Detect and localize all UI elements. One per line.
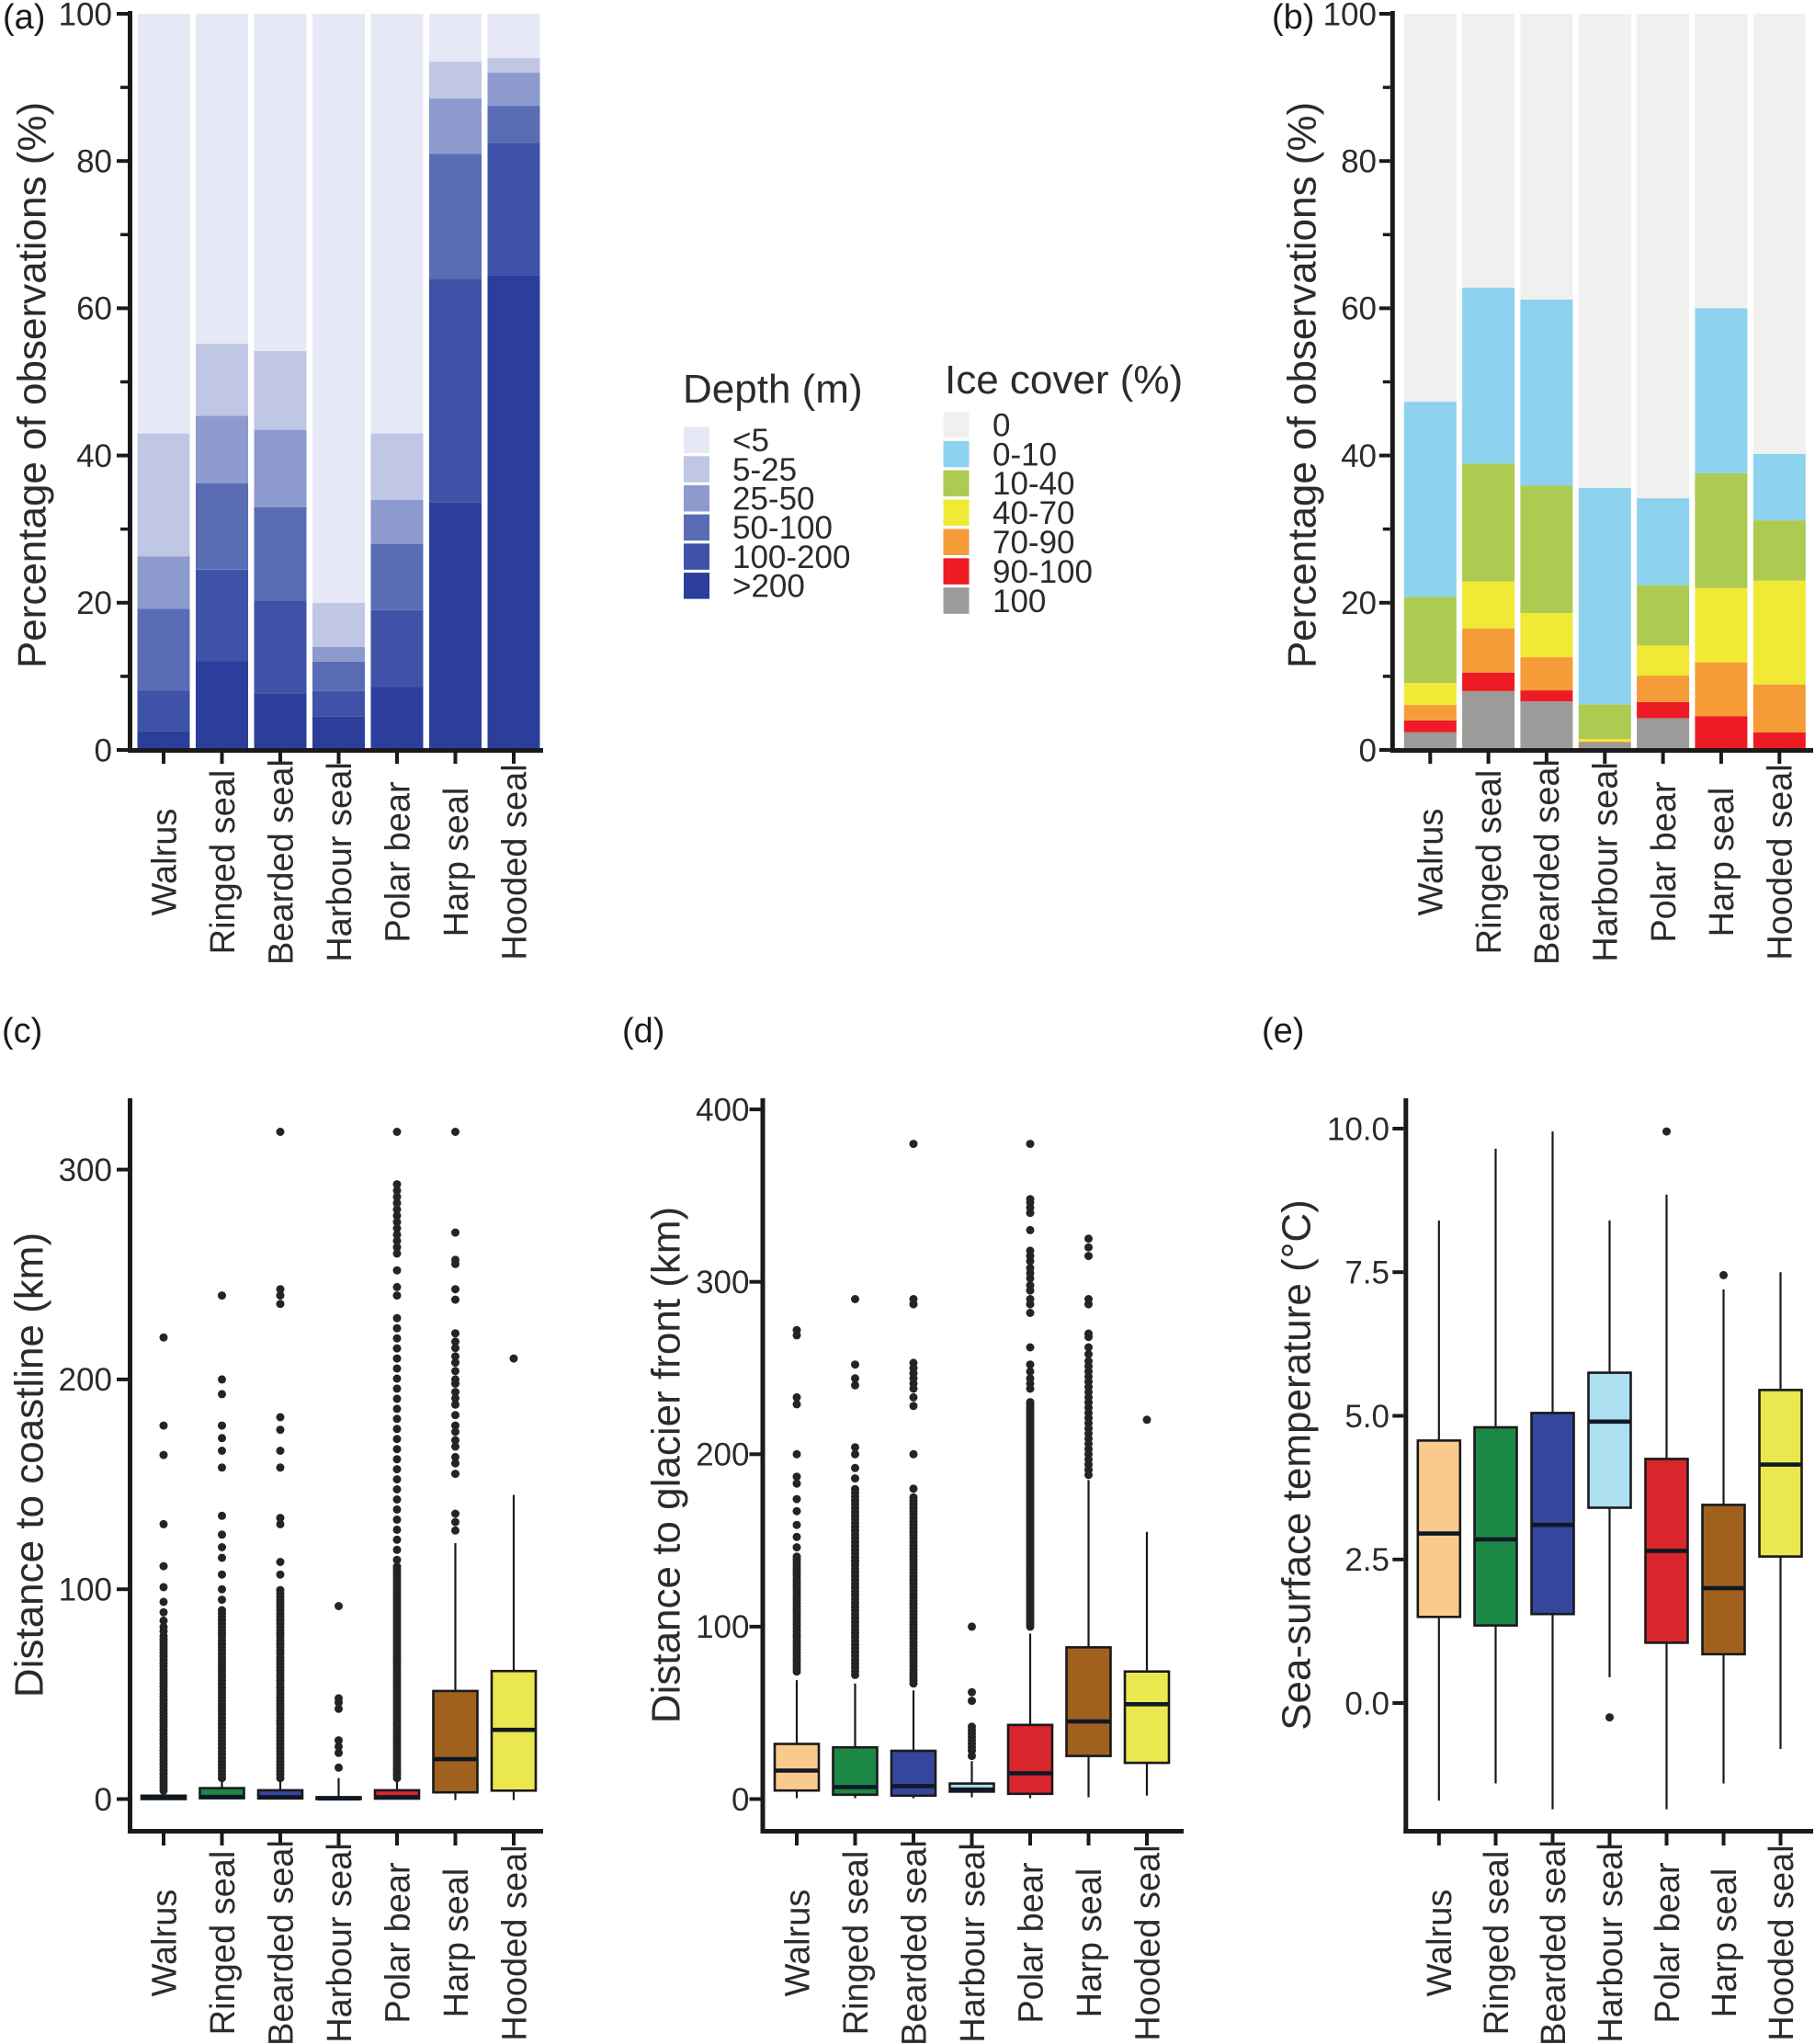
svg-text:Hooded seal: Hooded seal — [495, 764, 534, 960]
svg-text:100: 100 — [59, 1572, 112, 1607]
svg-text:20: 20 — [1341, 585, 1377, 621]
svg-text:20: 20 — [76, 585, 112, 621]
svg-text:<5: <5 — [732, 423, 769, 459]
svg-text:Hooded seal: Hooded seal — [1763, 1845, 1801, 2040]
svg-text:Ringed seal: Ringed seal — [1470, 770, 1509, 955]
svg-text:70-90: 70-90 — [993, 525, 1075, 561]
svg-text:5.0: 5.0 — [1344, 1399, 1390, 1435]
svg-text:Polar bear: Polar bear — [1012, 1862, 1050, 2024]
svg-text:Walrus: Walrus — [778, 1890, 817, 1997]
svg-text:7.5: 7.5 — [1344, 1255, 1390, 1290]
svg-text:(b): (b) — [1272, 0, 1314, 37]
svg-text:80: 80 — [76, 143, 112, 179]
svg-text:Ringed seal: Ringed seal — [837, 1851, 876, 2036]
svg-text:Depth (m): Depth (m) — [683, 367, 863, 412]
svg-text:10.0: 10.0 — [1327, 1111, 1390, 1147]
svg-text:Polar bear: Polar bear — [1649, 1862, 1687, 2024]
svg-text:Harbour seal: Harbour seal — [321, 1843, 359, 2043]
svg-text:Bearded seal: Bearded seal — [1528, 759, 1567, 965]
svg-text:0: 0 — [993, 407, 1010, 443]
svg-text:Walrus: Walrus — [145, 1890, 184, 1997]
svg-text:Harbour seal: Harbour seal — [1592, 1843, 1630, 2043]
svg-text:Bearded seal: Bearded seal — [262, 759, 301, 965]
svg-text:300: 300 — [696, 1265, 749, 1300]
svg-text:Ice cover (%): Ice cover (%) — [945, 358, 1183, 403]
svg-text:25-50: 25-50 — [732, 481, 815, 517]
svg-text:0.0: 0.0 — [1344, 1686, 1390, 1721]
svg-text:100: 100 — [696, 1609, 749, 1645]
svg-text:(a): (a) — [3, 0, 45, 37]
svg-text:90-100: 90-100 — [993, 554, 1093, 590]
svg-text:Ringed seal: Ringed seal — [1478, 1851, 1516, 2036]
svg-text:5-25: 5-25 — [732, 452, 797, 488]
svg-text:Bearded seal: Bearded seal — [262, 1840, 301, 2044]
svg-text:10-40: 10-40 — [993, 466, 1075, 502]
svg-text:Hooded seal: Hooded seal — [495, 1845, 534, 2040]
svg-text:0: 0 — [732, 1782, 749, 1818]
svg-text:40: 40 — [1341, 438, 1377, 474]
svg-text:2.5: 2.5 — [1344, 1542, 1390, 1578]
svg-text:(e): (e) — [1262, 1012, 1304, 1050]
svg-text:80: 80 — [1341, 143, 1377, 179]
svg-text:Harbour seal: Harbour seal — [321, 762, 359, 962]
svg-text:60: 60 — [1341, 291, 1377, 327]
svg-text:Harbour seal: Harbour seal — [954, 1843, 993, 2043]
svg-text:0: 0 — [1359, 732, 1377, 768]
svg-text:Walrus: Walrus — [1421, 1890, 1459, 1997]
svg-text:200: 200 — [59, 1362, 112, 1398]
svg-text:Sea-surface temperature (°C): Sea-surface temperature (°C) — [1274, 1199, 1319, 1731]
svg-text:Hooded seal: Hooded seal — [1129, 1845, 1167, 2040]
svg-text:Polar bear: Polar bear — [379, 781, 417, 943]
svg-text:100: 100 — [1323, 0, 1377, 32]
svg-text:0-10: 0-10 — [993, 437, 1057, 472]
svg-text:100: 100 — [993, 584, 1046, 619]
svg-text:Polar bear: Polar bear — [379, 1862, 417, 2024]
svg-text:100-200: 100-200 — [732, 539, 850, 575]
svg-text:Harp seal: Harp seal — [1706, 1868, 1744, 2018]
svg-text:Harp seal: Harp seal — [1703, 788, 1741, 937]
svg-text:40: 40 — [76, 438, 112, 474]
svg-text:Bearded seal: Bearded seal — [1535, 1840, 1573, 2044]
svg-text:Walrus: Walrus — [1412, 809, 1451, 916]
svg-text:50-100: 50-100 — [732, 510, 833, 546]
svg-text:Harp seal: Harp seal — [437, 1868, 476, 2018]
svg-text:Harp seal: Harp seal — [437, 788, 476, 937]
svg-text:Percentage of observations (%): Percentage of observations (%) — [1279, 102, 1324, 668]
svg-text:Walrus: Walrus — [145, 809, 184, 916]
svg-text:0: 0 — [95, 1782, 112, 1818]
svg-text:100: 100 — [59, 0, 112, 32]
svg-text:400: 400 — [696, 1092, 749, 1128]
svg-text:0: 0 — [95, 732, 112, 768]
svg-text:Ringed seal: Ringed seal — [204, 770, 243, 955]
svg-text:Bearded seal: Bearded seal — [895, 1840, 934, 2044]
svg-text:Harp seal: Harp seal — [1071, 1868, 1109, 2018]
svg-text:40-70: 40-70 — [993, 495, 1075, 531]
svg-text:(d): (d) — [622, 1012, 664, 1050]
svg-text:(c): (c) — [2, 1012, 42, 1050]
svg-text:Hooded seal: Hooded seal — [1762, 764, 1800, 960]
svg-text:200: 200 — [696, 1437, 749, 1473]
svg-text:Harbour seal: Harbour seal — [1587, 762, 1626, 962]
svg-text:Ringed seal: Ringed seal — [204, 1851, 243, 2036]
svg-text:Percentage of observations (%): Percentage of observations (%) — [9, 102, 54, 668]
svg-text:300: 300 — [59, 1153, 112, 1188]
svg-text:Polar bear: Polar bear — [1645, 781, 1684, 943]
svg-text:Distance to coastline (km): Distance to coastline (km) — [6, 1232, 51, 1698]
svg-text:>200: >200 — [732, 569, 805, 605]
svg-text:60: 60 — [76, 291, 112, 327]
svg-text:Distance to glacier front (km): Distance to glacier front (km) — [643, 1207, 688, 1723]
